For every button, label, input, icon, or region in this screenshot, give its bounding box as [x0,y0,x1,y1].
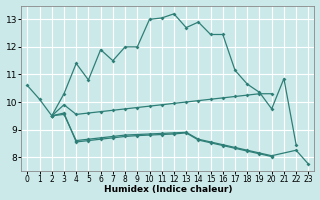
X-axis label: Humidex (Indice chaleur): Humidex (Indice chaleur) [104,185,232,194]
